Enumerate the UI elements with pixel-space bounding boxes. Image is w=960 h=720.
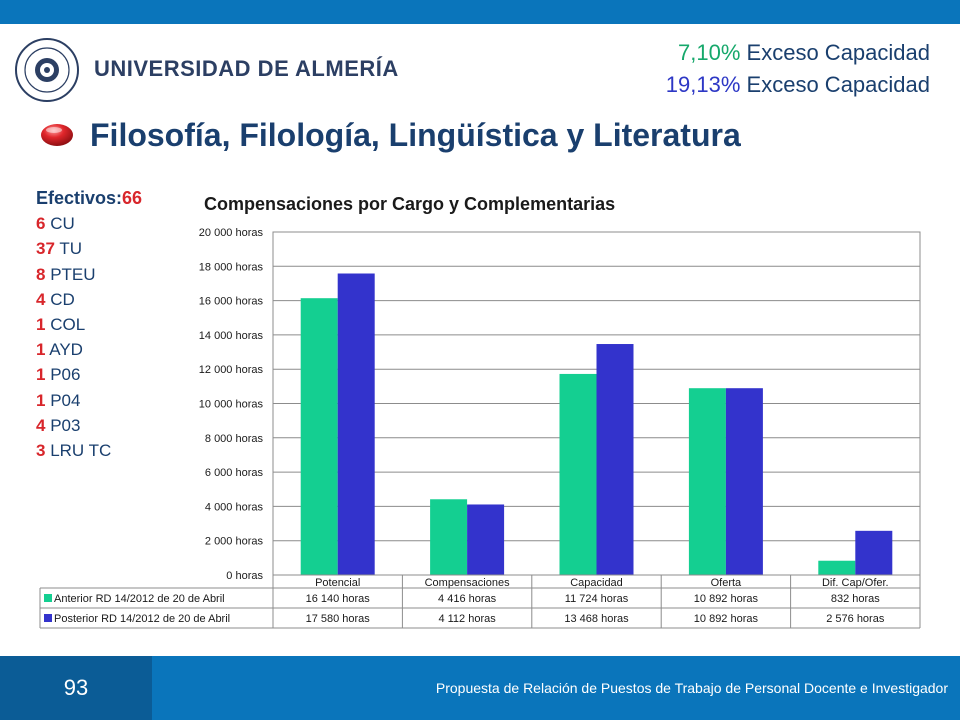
bar	[725, 388, 763, 575]
list-item: 8 PTEU	[36, 264, 96, 284]
y-tick-label: 14 000 horas	[199, 330, 264, 342]
list-item: 1 COL	[36, 315, 86, 335]
y-tick-label: 18 000 horas	[199, 261, 264, 273]
y-tick-label: 0 horas	[226, 570, 263, 582]
university-seal-icon	[15, 38, 79, 102]
bar	[430, 499, 468, 575]
page-title: Filosofía, Filología, Lingüística y Lite…	[90, 117, 741, 153]
exceso-line-1: 7,10% Exceso Capacidad	[678, 40, 930, 66]
data-label: 13 468 horas	[564, 613, 629, 625]
x-tick-label: Capacidad	[570, 577, 623, 589]
data-label: 17 580 horas	[306, 613, 371, 625]
bar	[818, 560, 856, 575]
bar	[855, 530, 893, 575]
top-band	[0, 0, 960, 24]
legend-swatch	[44, 614, 52, 622]
y-tick-label: 2 000 horas	[205, 536, 264, 548]
list-item: 4 P03	[36, 415, 81, 435]
bar	[467, 504, 505, 575]
data-label: 11 724 horas	[565, 593, 629, 605]
list-item: 1 P06	[36, 365, 81, 385]
data-label: 10 892 horas	[694, 613, 759, 625]
y-tick-label: 8 000 horas	[205, 433, 264, 445]
legend-entry: Posterior RD 14/2012 de 20 de Abril	[54, 613, 230, 625]
exceso-label-2: Exceso Capacidad	[746, 72, 930, 97]
bar	[337, 273, 375, 575]
exceso-pct-1: 7,10%	[678, 40, 741, 65]
list-item: 6 CU	[36, 214, 75, 234]
bar	[300, 298, 338, 575]
bar	[596, 344, 634, 575]
list-item: 1 P04	[36, 390, 81, 410]
footer-band: 93 Propuesta de Relación de Puestos de T…	[0, 656, 960, 720]
y-tick-label: 10 000 horas	[199, 399, 264, 411]
data-label: 832 horas	[831, 593, 880, 605]
footer-text: Propuesta de Relación de Puestos de Trab…	[435, 680, 948, 696]
list-item: 4 CD	[36, 289, 75, 309]
bar	[559, 373, 597, 575]
data-label: 10 892 horas	[694, 593, 759, 605]
bar	[688, 388, 726, 575]
data-label: 4 416 horas	[438, 593, 497, 605]
list-item: 37 TU	[36, 239, 83, 259]
efectivos-label: Efectivos:	[36, 188, 123, 208]
page-number: 93	[0, 656, 152, 720]
x-tick-label: Oferta	[711, 577, 742, 589]
data-label: 4 112 horas	[438, 613, 496, 625]
efectivos-total: 66	[122, 188, 143, 208]
y-tick-label: 6 000 horas	[205, 467, 264, 479]
data-label: 2 576 horas	[826, 613, 885, 625]
y-tick-label: 12 000 horas	[199, 364, 264, 376]
legend-swatch	[44, 594, 52, 602]
efectivos-list: Efectivos:66 6 CU 37 TU 8 PTEU 4 CD 1 CO…	[36, 186, 142, 463]
list-item: 1 AYD	[36, 340, 83, 360]
x-tick-label: Compensaciones	[425, 577, 510, 589]
efectivos-header: Efectivos:66	[36, 186, 142, 211]
logo-text: UNIVERSIDAD DE ALMERÍA	[94, 56, 399, 81]
exceso-label-1: Exceso Capacidad	[746, 40, 930, 65]
y-tick-label: 4 000 horas	[205, 501, 264, 513]
exceso-line-2: 19,13% Exceso Capacidad	[666, 72, 930, 98]
exceso-pct-2: 19,13%	[665, 72, 741, 97]
list-item: 3 LRU TC	[36, 441, 112, 461]
x-tick-label: Potencial	[315, 577, 360, 589]
legend-entry: Anterior RD 14/2012 de 20 de Abril	[54, 593, 225, 605]
y-tick-label: 16 000 horas	[199, 296, 264, 308]
data-label: 16 140 horas	[306, 593, 371, 605]
y-tick-label: 20 000 horas	[199, 227, 264, 239]
chart-title: Compensaciones por Cargo y Complementari…	[204, 194, 616, 214]
red-bullet-icon	[41, 124, 73, 146]
x-tick-label: Dif. Cap/Ofer.	[822, 577, 889, 589]
